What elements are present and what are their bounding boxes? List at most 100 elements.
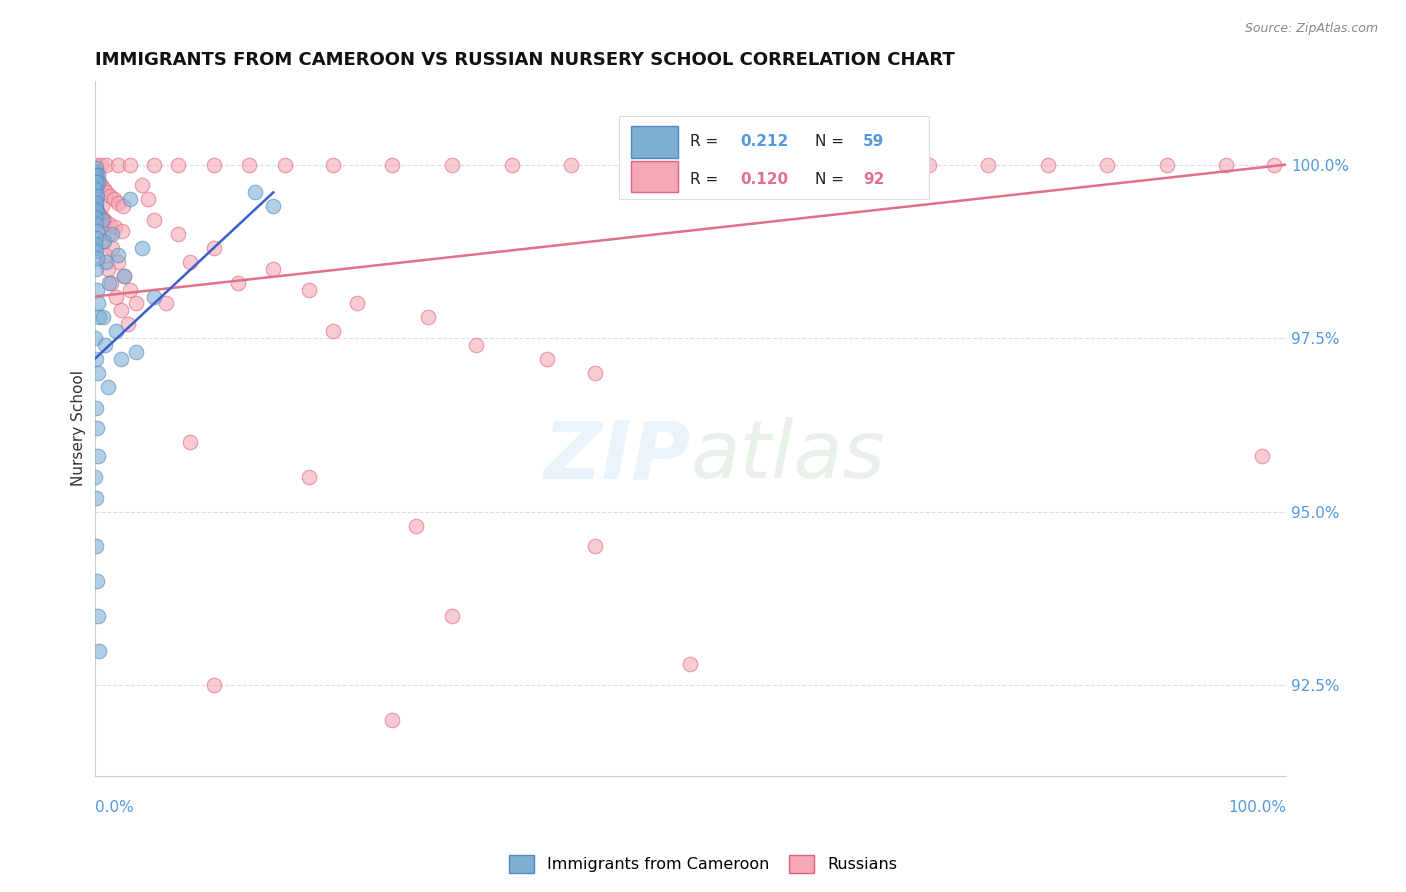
- Point: [179, 435, 201, 450]
- Point: [112, 268, 135, 283]
- Point: [501, 158, 523, 172]
- Point: [105, 289, 128, 303]
- Point: [97, 380, 120, 394]
- Point: [1251, 449, 1274, 463]
- Point: [274, 158, 297, 172]
- Point: [90, 220, 112, 235]
- Point: [84, 175, 107, 189]
- Point: [679, 657, 702, 672]
- Point: [97, 276, 120, 290]
- Text: atlas: atlas: [690, 417, 884, 495]
- Point: [346, 296, 368, 310]
- Point: [110, 351, 132, 366]
- Point: [84, 244, 107, 259]
- Point: [1215, 158, 1237, 172]
- Point: [91, 310, 114, 325]
- Text: IMMIGRANTS FROM CAMEROON VS RUSSIAN NURSERY SCHOOL CORRELATION CHART: IMMIGRANTS FROM CAMEROON VS RUSSIAN NURS…: [94, 51, 955, 69]
- Point: [120, 283, 142, 297]
- Text: 59: 59: [863, 134, 884, 149]
- Point: [583, 540, 606, 554]
- Point: [87, 206, 110, 220]
- Point: [381, 158, 404, 172]
- Point: [679, 158, 702, 172]
- Point: [90, 210, 112, 224]
- Point: [298, 283, 321, 297]
- Point: [112, 268, 135, 283]
- Point: [136, 192, 159, 206]
- Point: [84, 237, 107, 252]
- Point: [89, 643, 111, 657]
- Point: [84, 192, 107, 206]
- Point: [583, 366, 606, 380]
- Point: [107, 195, 129, 210]
- Point: [84, 261, 107, 276]
- Point: [87, 206, 110, 220]
- Point: [87, 175, 110, 189]
- Point: [87, 449, 110, 463]
- Point: [440, 608, 463, 623]
- Point: [125, 296, 148, 310]
- Point: [86, 171, 108, 186]
- Point: [94, 248, 117, 262]
- Point: [977, 158, 1000, 172]
- Point: [86, 224, 108, 238]
- Point: [560, 158, 582, 172]
- Point: [536, 351, 558, 366]
- Point: [107, 255, 129, 269]
- Legend: Immigrants from Cameroon, Russians: Immigrants from Cameroon, Russians: [502, 848, 904, 880]
- Point: [131, 241, 153, 255]
- Point: [298, 470, 321, 484]
- Point: [84, 182, 107, 196]
- Point: [799, 158, 821, 172]
- Point: [107, 248, 129, 262]
- Point: [90, 213, 112, 227]
- Point: [84, 164, 107, 178]
- Point: [84, 470, 107, 484]
- Point: [464, 338, 486, 352]
- Text: N =: N =: [815, 172, 849, 187]
- Point: [86, 491, 108, 505]
- Y-axis label: Nursery School: Nursery School: [72, 370, 86, 486]
- Point: [738, 158, 761, 172]
- Point: [143, 213, 166, 227]
- Point: [86, 206, 108, 220]
- Point: [131, 178, 153, 193]
- Point: [93, 182, 115, 196]
- Point: [86, 168, 108, 182]
- Point: [91, 234, 114, 248]
- Point: [103, 192, 125, 206]
- Point: [96, 158, 118, 172]
- Point: [84, 186, 107, 200]
- FancyBboxPatch shape: [631, 127, 678, 158]
- Point: [117, 318, 139, 332]
- FancyBboxPatch shape: [631, 161, 678, 193]
- Point: [202, 158, 225, 172]
- Point: [86, 178, 108, 193]
- Point: [86, 366, 108, 380]
- Point: [86, 283, 108, 297]
- Point: [262, 199, 284, 213]
- Point: [97, 227, 120, 241]
- Text: 0.120: 0.120: [741, 172, 789, 187]
- Point: [93, 213, 115, 227]
- Text: N =: N =: [815, 134, 849, 149]
- Point: [90, 199, 112, 213]
- Point: [322, 324, 344, 338]
- Point: [1036, 158, 1059, 172]
- Point: [262, 261, 284, 276]
- Point: [87, 175, 110, 189]
- Point: [84, 195, 107, 210]
- Point: [107, 158, 129, 172]
- Point: [100, 276, 122, 290]
- Point: [104, 220, 127, 235]
- Point: [111, 224, 134, 238]
- Point: [84, 241, 107, 255]
- Text: 92: 92: [863, 172, 884, 187]
- Point: [381, 713, 404, 727]
- Text: 100.0%: 100.0%: [1227, 800, 1286, 814]
- Point: [112, 199, 135, 213]
- Point: [84, 217, 107, 231]
- Point: [84, 171, 107, 186]
- Point: [86, 189, 108, 203]
- Point: [105, 324, 128, 338]
